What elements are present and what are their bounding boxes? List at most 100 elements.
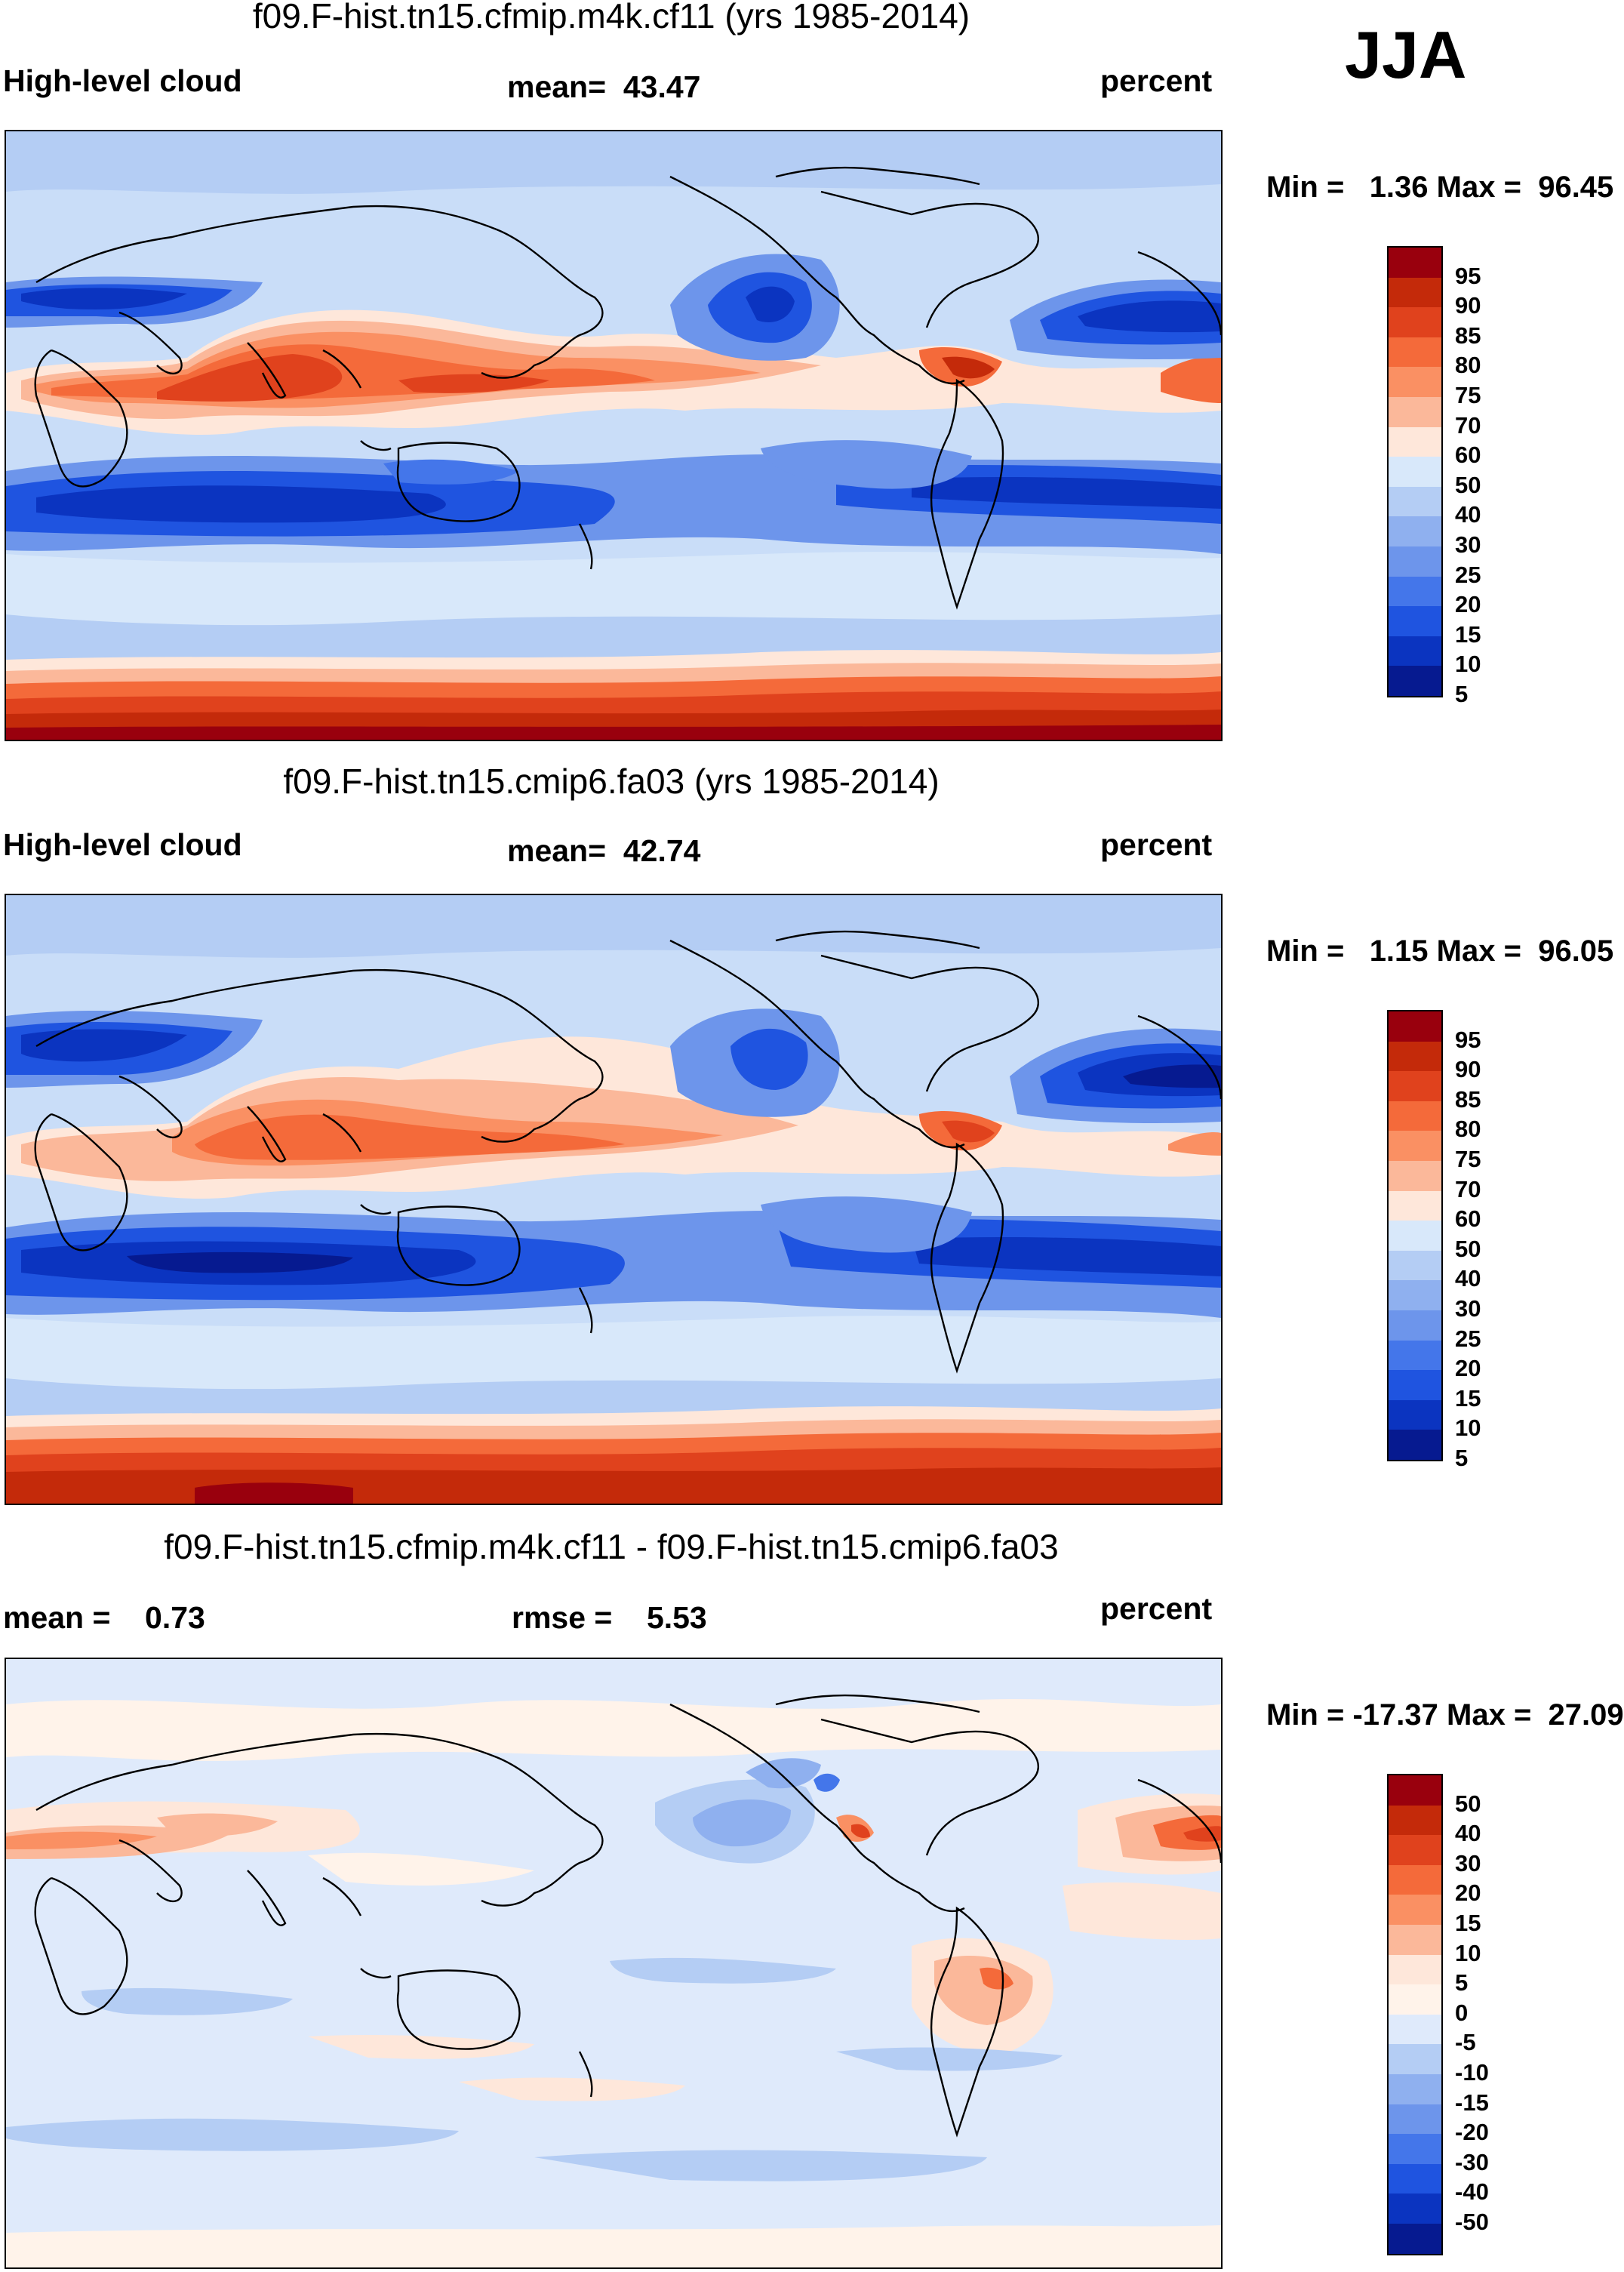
colorbar-swatch [1389, 1805, 1441, 1836]
colorbar-tick-label: 95 [1455, 262, 1481, 289]
colorbar-swatch [1389, 1160, 1441, 1191]
panel-3-mean-label: mean = [3, 1600, 111, 1635]
colorbar-tick-label: 5 [1455, 681, 1469, 707]
colorbar-tick-label: 15 [1455, 1384, 1481, 1412]
colorbar-swatch [1389, 2073, 1441, 2104]
colorbar-swatch [1389, 1984, 1441, 2015]
colorbar-swatch [1389, 1895, 1441, 1925]
panel-3-max-value: 27.09 [1548, 1698, 1624, 1732]
colorbar-tick-label: 50 [1455, 471, 1481, 498]
colorbar-tick-label: -50 [1455, 2209, 1489, 2235]
colorbar-tick-label: 10 [1455, 1415, 1481, 1442]
panel-2-colorbar [1387, 1010, 1443, 1461]
colorbar-tick-label: 70 [1455, 1175, 1481, 1202]
colorbar-swatch [1389, 1924, 1441, 1955]
panel-1-mean-label: mean= [507, 69, 607, 104]
panel-1-units: percent [1100, 63, 1213, 98]
colorbar-swatch [1389, 1340, 1441, 1371]
panel-3-units: percent [1100, 1591, 1213, 1626]
colorbar-tick-label: 10 [1455, 1939, 1481, 1966]
colorbar-tick-label: 85 [1455, 1085, 1481, 1113]
colorbar-tick-label: 25 [1455, 1325, 1481, 1352]
colorbar-tick-label: 25 [1455, 561, 1481, 588]
colorbar-swatch [1389, 636, 1441, 667]
colorbar-tick-label: 70 [1455, 411, 1481, 439]
colorbar-tick-label: 30 [1455, 1849, 1481, 1876]
panel-2-map [5, 894, 1223, 1505]
colorbar-swatch [1389, 1370, 1441, 1400]
colorbar-swatch [1389, 1864, 1441, 1895]
colorbar-swatch [1389, 576, 1441, 607]
panel-1-mean: mean= 43.47 [507, 69, 700, 105]
panel-3-mean: mean = 0.73 [3, 1600, 205, 1636]
colorbar-swatch [1389, 666, 1441, 696]
colorbar-swatch [1389, 2104, 1441, 2135]
colorbar-swatch [1389, 2014, 1441, 2045]
colorbar-tick-label: 60 [1455, 442, 1481, 469]
colorbar-tick-label: 40 [1455, 1265, 1481, 1292]
panel-2-mean-value: 42.74 [623, 833, 701, 868]
panel-3-min-label: Min = [1266, 1698, 1345, 1732]
colorbar-tick-label: 90 [1455, 1056, 1481, 1083]
panel-3-mean-value: 0.73 [145, 1600, 205, 1635]
colorbar-tick-label: 30 [1455, 1295, 1481, 1322]
colorbar-tick-label: 85 [1455, 322, 1481, 349]
colorbar-tick-label: 50 [1455, 1235, 1481, 1262]
colorbar-swatch [1389, 1041, 1441, 1072]
panel-3-minmax: Min = -17.37 Max = 27.09 [1266, 1698, 1624, 1732]
panel-3-min-value: -17.37 [1352, 1698, 1438, 1732]
panel-3-rmse: rmse = 5.53 [512, 1600, 707, 1636]
colorbar-tick-label: 5 [1455, 1969, 1469, 1996]
colorbar-swatch [1389, 367, 1441, 397]
panel-3-map [5, 1658, 1223, 2269]
colorbar-swatch [1389, 426, 1441, 457]
colorbar-swatch [1389, 2044, 1441, 2074]
colorbar-tick-label: -15 [1455, 2089, 1489, 2116]
panel-2-minmax: Min = 1.15 Max = 96.05 [1266, 934, 1613, 968]
panel-3-max-label: Max = [1447, 1698, 1532, 1732]
panel-2-min-value: 1.15 [1369, 934, 1429, 968]
colorbar-swatch [1389, 1430, 1441, 1460]
panel-3-colorbar [1387, 1774, 1443, 2255]
panel-1-title: f09.F-hist.tn15.cfmip.m4k.cf11 (yrs 1985… [252, 0, 970, 35]
colorbar-swatch [1389, 606, 1441, 636]
colorbar-swatch [1389, 457, 1441, 487]
colorbar-swatch [1389, 277, 1441, 308]
colorbar-swatch [1389, 546, 1441, 577]
panel-2-max-value: 96.05 [1538, 934, 1614, 968]
colorbar-swatch [1389, 1011, 1441, 1042]
panel-2-min-label: Min = [1266, 934, 1345, 968]
colorbar-tick-label: 40 [1455, 1820, 1481, 1847]
colorbar-tick-label: 20 [1455, 1879, 1481, 1907]
season-label: JJA [1345, 17, 1467, 92]
colorbar-swatch [1389, 1250, 1441, 1281]
panel-3-map-svg [6, 1659, 1221, 2267]
panel-2-max-label: Max = [1436, 934, 1521, 968]
colorbar-tick-label: 20 [1455, 1355, 1481, 1382]
colorbar-swatch [1389, 1131, 1441, 1161]
colorbar-tick-label: -5 [1455, 2029, 1476, 2056]
panel-1-map-svg [6, 131, 1221, 740]
colorbar-swatch [1389, 1190, 1441, 1221]
panel-1-min-value: 1.36 [1369, 171, 1429, 204]
panel-2-title: f09.F-hist.tn15.cmip6.fa03 (yrs 1985-201… [283, 762, 940, 801]
colorbar-tick-label: 75 [1455, 382, 1481, 408]
colorbar-tick-label: 90 [1455, 292, 1481, 319]
colorbar-swatch [1389, 1101, 1441, 1131]
colorbar-swatch [1389, 2193, 1441, 2224]
panel-2-units: percent [1100, 827, 1213, 862]
colorbar-tick-label: 15 [1455, 1910, 1481, 1936]
colorbar-tick-label: 95 [1455, 1026, 1481, 1053]
colorbar-swatch [1389, 516, 1441, 546]
panel-3-title: f09.F-hist.tn15.cfmip.m4k.cf11 - f09.F-h… [164, 1527, 1059, 1566]
panel-2-map-svg [6, 895, 1221, 1504]
panel-1-min-label: Min = [1266, 171, 1345, 204]
colorbar-tick-label: 10 [1455, 651, 1481, 678]
colorbar-tick-label: -20 [1455, 2119, 1489, 2146]
colorbar-swatch [1389, 1310, 1441, 1341]
colorbar-swatch [1389, 1835, 1441, 1865]
colorbar-tick-label: 50 [1455, 1790, 1481, 1817]
colorbar-swatch [1389, 248, 1441, 278]
colorbar-swatch [1389, 1954, 1441, 1985]
colorbar-swatch [1389, 307, 1441, 337]
